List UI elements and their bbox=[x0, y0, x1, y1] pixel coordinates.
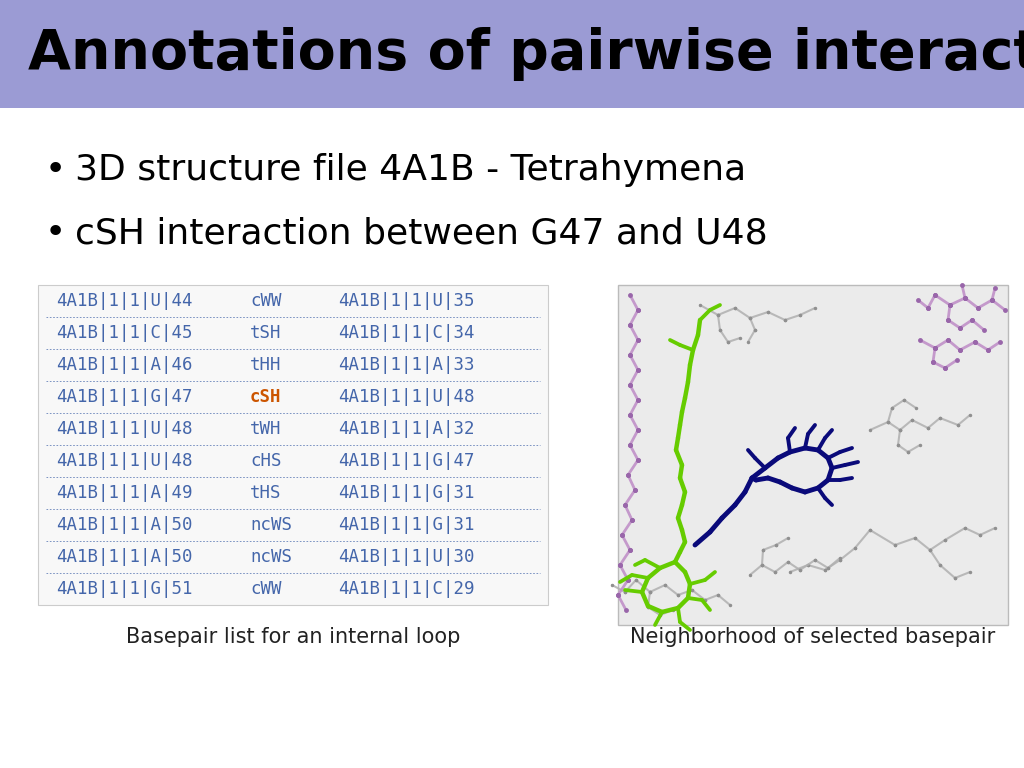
Text: 4A1B|1|1|C|29: 4A1B|1|1|C|29 bbox=[338, 580, 474, 598]
Text: 4A1B|1|1|G|47: 4A1B|1|1|G|47 bbox=[56, 388, 193, 406]
Text: cWW: cWW bbox=[250, 580, 282, 598]
Text: 3D structure file 4A1B - Tetrahymena: 3D structure file 4A1B - Tetrahymena bbox=[75, 153, 746, 187]
Text: 4A1B|1|1|U|48: 4A1B|1|1|U|48 bbox=[56, 452, 193, 470]
Bar bbox=[38, 285, 548, 605]
Text: cWW: cWW bbox=[250, 292, 282, 310]
Text: 4A1B|1|1|G|51: 4A1B|1|1|G|51 bbox=[56, 580, 193, 598]
Text: 4A1B|1|1|A|50: 4A1B|1|1|A|50 bbox=[56, 516, 193, 534]
Text: tSH: tSH bbox=[250, 324, 282, 342]
Text: Basepair list for an internal loop: Basepair list for an internal loop bbox=[126, 627, 460, 647]
Text: 4A1B|1|1|U|48: 4A1B|1|1|U|48 bbox=[56, 420, 193, 438]
Text: 4A1B|1|1|G|47: 4A1B|1|1|G|47 bbox=[338, 452, 474, 470]
Text: 4A1B|1|1|A|46: 4A1B|1|1|A|46 bbox=[56, 356, 193, 374]
Text: ncWS: ncWS bbox=[250, 548, 292, 566]
Text: tHS: tHS bbox=[250, 484, 282, 502]
Text: 4A1B|1|1|C|34: 4A1B|1|1|C|34 bbox=[338, 324, 474, 342]
Text: •: • bbox=[45, 216, 67, 250]
Bar bbox=[0, 0, 1024, 108]
Text: 4A1B|1|1|U|44: 4A1B|1|1|U|44 bbox=[56, 292, 193, 310]
Text: Annotations of pairwise interactions: Annotations of pairwise interactions bbox=[28, 27, 1024, 81]
Text: 4A1B|1|1|U|48: 4A1B|1|1|U|48 bbox=[338, 388, 474, 406]
Text: cHS: cHS bbox=[250, 452, 282, 470]
Text: tHH: tHH bbox=[250, 356, 282, 374]
Text: 4A1B|1|1|G|31: 4A1B|1|1|G|31 bbox=[338, 484, 474, 502]
Text: 4A1B|1|1|U|35: 4A1B|1|1|U|35 bbox=[338, 292, 474, 310]
Text: ncWS: ncWS bbox=[250, 516, 292, 534]
Text: tWH: tWH bbox=[250, 420, 282, 438]
Text: 4A1B|1|1|U|30: 4A1B|1|1|U|30 bbox=[338, 548, 474, 566]
Text: 4A1B|1|1|A|50: 4A1B|1|1|A|50 bbox=[56, 548, 193, 566]
Text: •: • bbox=[45, 153, 67, 187]
Text: 4A1B|1|1|C|45: 4A1B|1|1|C|45 bbox=[56, 324, 193, 342]
Text: 4A1B|1|1|G|31: 4A1B|1|1|G|31 bbox=[338, 516, 474, 534]
Text: Neighborhood of selected basepair: Neighborhood of selected basepair bbox=[631, 627, 995, 647]
Text: cSH: cSH bbox=[250, 388, 282, 406]
Text: 4A1B|1|1|A|49: 4A1B|1|1|A|49 bbox=[56, 484, 193, 502]
Text: 4A1B|1|1|A|33: 4A1B|1|1|A|33 bbox=[338, 356, 474, 374]
Text: cSH interaction between G47 and U48: cSH interaction between G47 and U48 bbox=[75, 216, 768, 250]
Text: 4A1B|1|1|A|32: 4A1B|1|1|A|32 bbox=[338, 420, 474, 438]
Bar bbox=[618, 285, 1008, 625]
